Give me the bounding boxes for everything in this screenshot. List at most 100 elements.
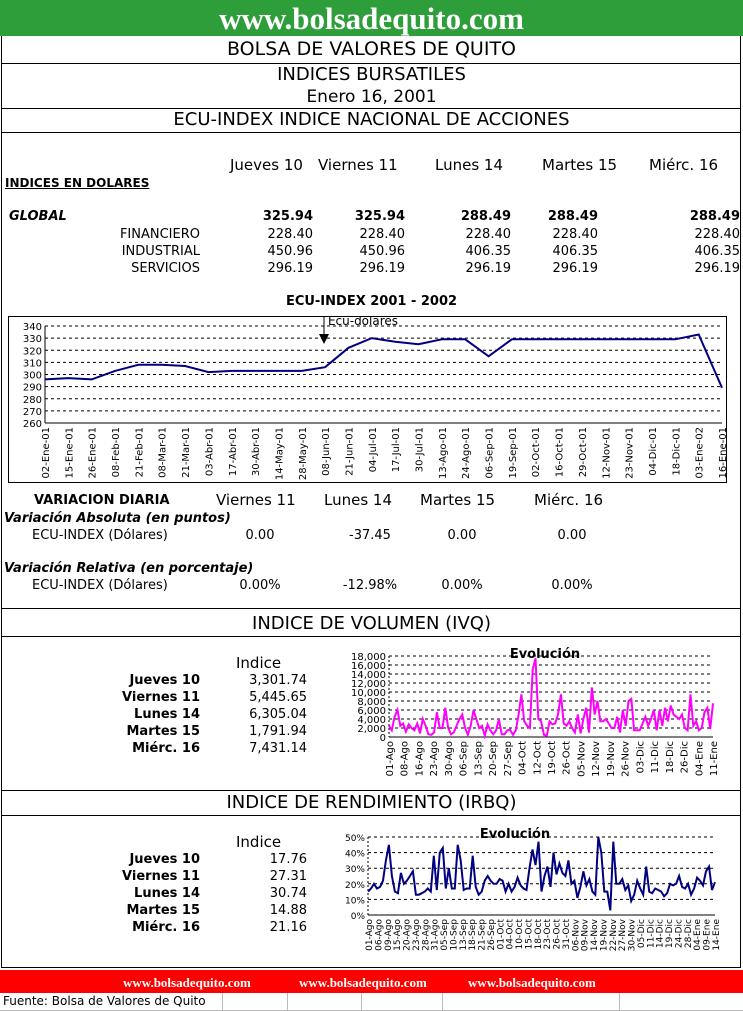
y-tick-label: 30% xyxy=(345,865,365,875)
x-tick-label: 13-Sep xyxy=(473,741,484,776)
report-subtitle: INDICES BURSATILES xyxy=(277,64,466,85)
y-tick-label: 300 xyxy=(23,371,42,382)
x-tick-label: 02-Ene-01 xyxy=(41,427,52,478)
x-tick-label: 21-Jun-01 xyxy=(344,427,355,476)
row-label: SERVICIOS xyxy=(131,261,200,276)
day-header: Viernes 11 xyxy=(318,156,398,174)
index-value: 296.19 xyxy=(552,261,599,276)
x-tick-label: 04-Ene xyxy=(694,741,705,776)
abs-value: 0.00 xyxy=(447,528,477,543)
divider xyxy=(1,790,741,791)
x-tick-label: 10-Oct xyxy=(515,919,525,950)
x-tick-label: 19-Dic xyxy=(665,919,675,948)
x-tick-label: 22-Nov xyxy=(609,918,619,951)
footer-link[interactable]: www.bolsadequito.com xyxy=(468,975,596,990)
chart-title: Evolución xyxy=(480,827,550,842)
index-value: 5,445.65 xyxy=(249,690,307,705)
index-value: 228.40 xyxy=(465,227,512,242)
x-tick-label: 18-Dic xyxy=(665,741,676,773)
divider xyxy=(1,108,741,109)
x-tick-label: 17-Abr-01 xyxy=(228,427,239,476)
x-tick-label: 14-Ene xyxy=(712,919,720,951)
x-tick-label: 29-Oct-01 xyxy=(578,427,589,477)
irbq-title: INDICE DE RENDIMIENTO (IRBQ) xyxy=(226,792,517,813)
y-tick-label: 320 xyxy=(23,346,42,357)
report-frame xyxy=(1,0,741,968)
x-tick-label: 21-Sep xyxy=(478,919,488,951)
x-tick-label: 05-Sep xyxy=(440,919,450,951)
y-tick-label: 0% xyxy=(351,912,366,922)
rel-value: 0.00% xyxy=(441,578,483,593)
var-day: Miérc. 16 xyxy=(534,491,604,509)
x-tick-label: 08-Mar-01 xyxy=(158,427,169,478)
x-tick-label: 05-Dic xyxy=(637,919,647,948)
x-tick-label: 19-Oct xyxy=(547,741,558,775)
index-value: 14.88 xyxy=(269,903,307,918)
x-tick-label: 30-Nov xyxy=(628,918,638,951)
row-label-global: GLOBAL xyxy=(9,209,67,224)
x-tick-label: 19-Nov xyxy=(599,918,609,951)
annotation-label: Ecu-dólares xyxy=(328,316,398,328)
index-value: 228.40 xyxy=(694,227,741,242)
x-tick-label: 14-Dic xyxy=(656,919,666,948)
x-tick-label: 13-Sep xyxy=(459,919,469,951)
index-value: 296.19 xyxy=(694,261,741,276)
var-day: Lunes 14 xyxy=(324,491,393,509)
irbq-col-header: Indice xyxy=(236,833,282,851)
x-tick-label: 15-Ene-01 xyxy=(64,427,75,478)
rel-label: Variación Relativa (en porcentaje) xyxy=(4,561,254,576)
x-tick-label: 19-Nov xyxy=(606,741,617,777)
footer-link[interactable]: www.bolsadequito.com xyxy=(299,975,427,990)
source-row: Fuente: Bolsa de Valores de Quito xyxy=(0,993,743,1011)
day-label: Miérc. 16 xyxy=(132,741,200,756)
y-tick-label: 290 xyxy=(23,383,42,394)
variacion-heading: VARIACION DIARIA xyxy=(34,493,170,508)
x-tick-label: 18-Sep xyxy=(468,919,478,951)
day-label: Lunes 14 xyxy=(134,707,200,722)
divider xyxy=(1,132,741,133)
x-tick-label: 21-Mar-01 xyxy=(181,427,192,478)
org-title: BOLSA DE VALORES DE QUITO xyxy=(226,38,517,60)
x-tick-label: 24-Dic xyxy=(674,919,684,948)
x-tick-label: 04-Dic-01 xyxy=(648,427,659,476)
x-tick-label: 14-Nov xyxy=(590,918,600,951)
x-tick-label: 06-Sep xyxy=(459,741,470,776)
x-tick-label: 08-Feb-01 xyxy=(111,427,122,477)
index-value: 21.16 xyxy=(269,920,307,935)
chart-title: Evolución xyxy=(510,647,580,662)
abs-value: -37.45 xyxy=(349,528,391,543)
y-tick-label: 10% xyxy=(345,896,365,906)
x-tick-label: 09-Nov xyxy=(581,918,591,951)
footer-link[interactable]: www.bolsadequito.com xyxy=(123,975,251,990)
source-text: Fuente: Bolsa de Valores de Quito xyxy=(3,994,206,1008)
ecu-chart-title: ECU-INDEX 2001 - 2002 xyxy=(285,294,458,309)
day-label: Martes 15 xyxy=(126,724,200,739)
site-banner[interactable]: www.bolsadequito.com xyxy=(0,0,743,36)
y-tick-label: 340 xyxy=(23,322,42,333)
x-tick-label: 11-Ene xyxy=(709,741,720,776)
x-tick-label: 03-Abr-01 xyxy=(204,427,215,476)
footer-links-bar: www.bolsadequito.com www.bolsadequito.co… xyxy=(0,970,743,993)
day-label: Jueves 10 xyxy=(129,852,200,867)
index-value: 450.96 xyxy=(267,244,314,259)
irbq-chart: 0% 10% 20% 30% 40% 50% 01-Ago 06-Ago 09-Ago 15-Ag… xyxy=(345,827,720,951)
x-tick-label: 04-Oct xyxy=(506,919,516,950)
day-label: Martes 15 xyxy=(126,903,200,918)
x-tick-label: 26-Sep xyxy=(487,919,497,951)
divider xyxy=(1,608,741,609)
rel-value: 0.00% xyxy=(551,578,593,593)
y-tick-label: 50% xyxy=(345,834,365,844)
x-tick-label: 14-May-01 xyxy=(274,427,285,480)
y-tick-label: 12,000 xyxy=(351,679,386,690)
y-tick-label: 310 xyxy=(23,358,42,369)
y-tick-label: 260 xyxy=(23,419,42,430)
x-tick-label: 01-Ago xyxy=(385,741,396,776)
x-tick-label: 03-Dic xyxy=(635,741,646,773)
index-value: 296.19 xyxy=(267,261,314,276)
x-tick-label: 23-Nov-01 xyxy=(625,427,636,479)
x-tick-label: 23-Ago xyxy=(429,741,440,776)
x-tick-label: 15-Oct xyxy=(524,919,534,950)
x-tick-label: 17-Jul-01 xyxy=(391,427,402,472)
x-tick-label: 20-Sep xyxy=(488,741,499,776)
